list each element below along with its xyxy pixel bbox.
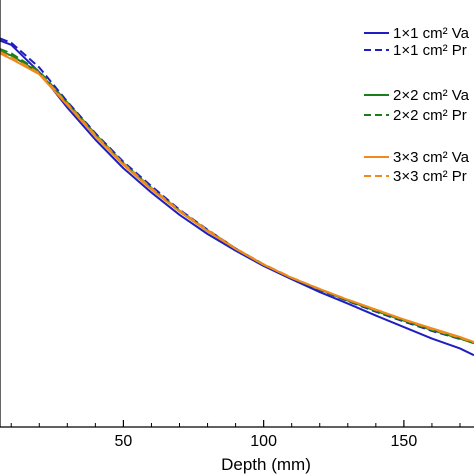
legend-label-6: 3×3 cm² Pr [393,168,467,185]
x-axis [0,0,474,428]
legend: 1×1 cm² Va1×1 cm² Pr 2×2 cm² Va 2×2 cm² Pr… [364,25,470,185]
series-line-6 [0,51,474,344]
x-axis-label: Depth (mm) [221,455,311,474]
series-line-1 [0,39,474,357]
x-tick-label-50: 50 [115,433,133,450]
legend-label-5: 3×3 cm² Va [393,149,470,166]
x-tick-layer: 50 100 150 [10,420,461,450]
legend-label-1: 1×1 cm² Va [393,25,470,42]
legend-label-4: 2×2 cm² Pr [393,107,467,124]
legend-label-3: 2×2 cm² Va [393,87,470,104]
legend-label-2: 1×1 cm² Pr [393,42,467,59]
x-tick-label-150: 150 [391,433,418,450]
series-layer [0,37,474,357]
x-tick-label-100: 100 [250,433,277,450]
